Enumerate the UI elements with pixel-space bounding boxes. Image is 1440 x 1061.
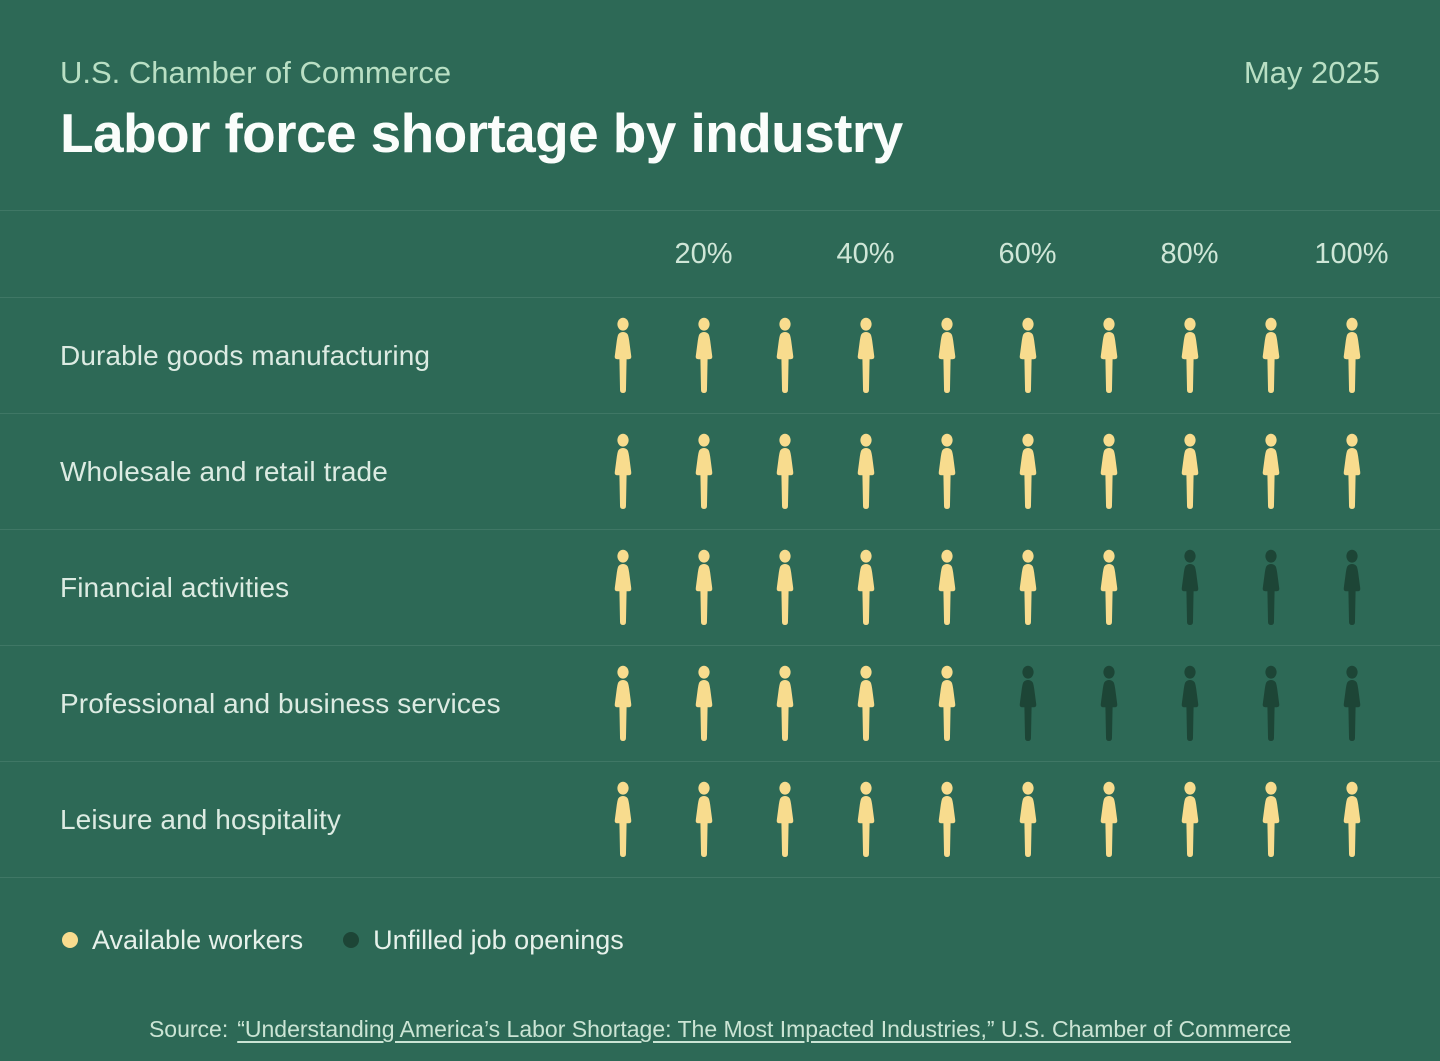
person-icon-unfilled [1149,665,1230,742]
person-icon-unfilled [1311,665,1392,742]
person-icon-available [987,781,1068,858]
person-icon-available [744,317,825,394]
x-tick-label: 40% [836,237,895,270]
row-label: Professional and business services [60,687,501,719]
person-icon-available [825,549,906,626]
pictogram-row: Durable goods manufacturing [0,297,1440,413]
x-tick-label: 60% [998,237,1057,270]
header-meta-row: U.S. Chamber of Commerce May 2025 [60,54,1380,92]
legend: Available workers Unfilled job openings [62,920,1440,960]
legend-dot [62,932,78,948]
person-icon-available [663,549,744,626]
pictogram-row: Wholesale and retail trade [0,413,1440,529]
person-icon-available [744,781,825,858]
x-tick-label: 20% [674,237,733,270]
legend-label: Unfilled job openings [373,924,624,955]
person-icon-available [582,433,663,510]
row-label: Financial activities [60,571,290,603]
source-link[interactable]: “Understanding America’s Labor Shortage:… [237,1016,1292,1042]
person-icon-available [1230,433,1311,510]
person-icon-available [906,549,987,626]
pictogram-row: Financial activities [0,529,1440,645]
legend-dot [343,932,360,948]
person-icon-available [1068,549,1149,626]
person-icon-available [744,549,825,626]
person-icon-available [825,665,906,742]
person-icon-available [825,781,906,858]
person-icon-unfilled [1230,665,1311,742]
person-icon-available [1311,433,1392,510]
legend-item-unfilled-job-openings: Unfilled job openings [343,925,624,956]
page-title: Labor force shortage by industry [60,102,903,164]
person-icon-available [1311,317,1392,394]
person-icon-available [1230,781,1311,858]
person-icon-available [1068,317,1149,394]
header: U.S. Chamber of Commerce May 2025 Labor … [0,0,1440,164]
person-icon-available [663,317,744,394]
person-icon-available [582,665,663,742]
person-icon-available [1068,433,1149,510]
source-line: Source: “Understanding America’s Labor Sh… [0,1014,1440,1044]
person-icon-available [825,433,906,510]
person-icon-available [744,433,825,510]
pictogram-rows: Durable goods manufacturing Wholesale and… [0,297,1440,878]
person-icon-available [906,433,987,510]
org-name: U.S. Chamber of Commerce [60,55,452,90]
person-icon-available [582,549,663,626]
pictogram-chart: 20% 40% 60% 80% 100% Durable goods manufactu… [0,210,1440,878]
person-icon-available [987,549,1068,626]
date-label: May 2025 [1243,55,1380,90]
person-icon-available [1149,317,1230,394]
person-icon-unfilled [1068,665,1149,742]
person-icon-available [1068,781,1149,858]
person-icon-unfilled [987,665,1068,742]
pictogram-row: Leisure and hospitality [0,761,1440,878]
source-prefix: Source: [148,1016,229,1042]
legend-label: Available workers [92,924,304,955]
person-icon-available [663,665,744,742]
person-icon-available [987,317,1068,394]
row-label: Leisure and hospitality [60,803,341,835]
person-icon-unfilled [1311,549,1392,626]
person-icon-available [1149,781,1230,858]
pictogram-row: Professional and business services [0,645,1440,761]
person-icon-available [987,433,1068,510]
person-icon-available [744,665,825,742]
person-icon-available [582,317,663,394]
person-icon-available [663,433,744,510]
person-icon-unfilled [1230,549,1311,626]
x-tick-label: 80% [1160,237,1219,270]
person-icon-available [582,781,663,858]
x-tick-label: 100% [1314,237,1389,270]
person-icon-available [663,781,744,858]
row-label: Wholesale and retail trade [60,455,388,487]
legend-item-available-workers: Available workers [62,925,303,956]
x-axis: 20% 40% 60% 80% 100% [0,210,1440,297]
person-icon-unfilled [1149,549,1230,626]
person-icon-available [906,665,987,742]
person-icon-available [906,781,987,858]
row-label: Durable goods manufacturing [60,339,431,371]
person-icon-available [1311,781,1392,858]
person-icon-available [1149,433,1230,510]
person-icon-available [1230,317,1311,394]
person-icon-available [825,317,906,394]
person-icon-available [906,317,987,394]
